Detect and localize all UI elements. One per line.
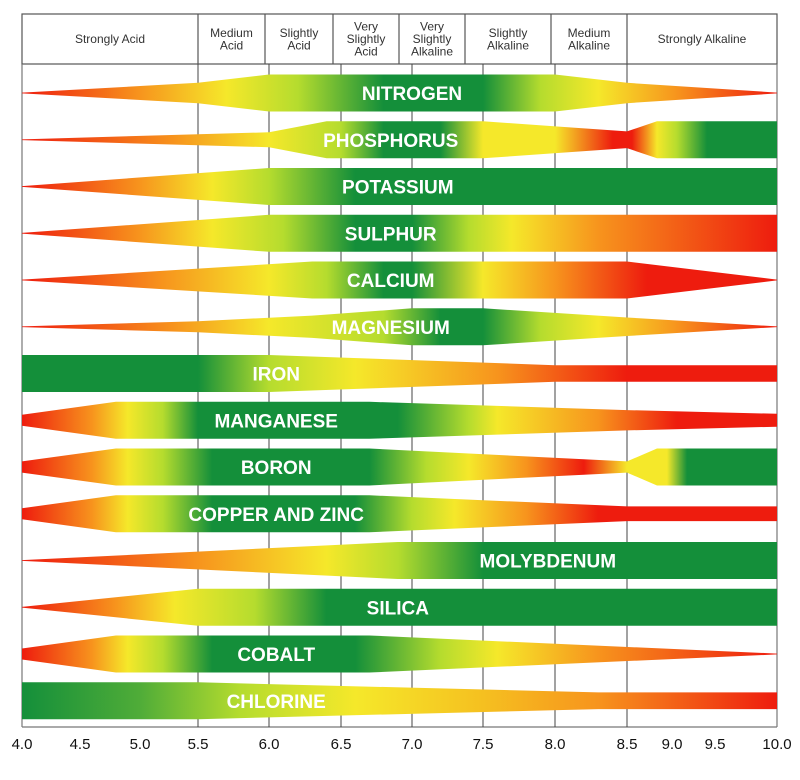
header-category-label: Slightly Alkaline	[487, 26, 529, 53]
x-tick-label: 10.0	[762, 736, 791, 753]
band-label: MANGANESE	[214, 411, 338, 432]
band-label: POTASSIUM	[342, 178, 454, 199]
header-category-label: Medium Acid	[210, 26, 253, 53]
band-calcium: CALCIUM	[22, 261, 777, 299]
band-magnesium: MAGNESIUM	[22, 308, 777, 346]
band-phosphorus: PHOSPHORUS	[22, 121, 777, 159]
band-label: MOLYBDENUM	[480, 552, 617, 573]
x-tick-label: 4.0	[12, 736, 33, 753]
band-shape	[22, 495, 777, 533]
band-shape	[22, 308, 777, 346]
band-manganese: MANGANESE	[22, 401, 777, 439]
band-label: COPPER AND ZINC	[188, 505, 364, 526]
band-molybdenum: MOLYBDENUM	[22, 542, 777, 579]
band-shape	[22, 448, 777, 486]
band-label: SILICA	[367, 598, 430, 619]
band-cobalt: COBALT	[22, 635, 777, 673]
band-shape	[22, 214, 777, 252]
header-category-label: Very Slightly Alkaline	[411, 20, 453, 59]
band-label: MAGNESIUM	[332, 318, 450, 339]
band-label: NITROGEN	[362, 84, 462, 105]
x-tick-label: 5.0	[130, 736, 151, 753]
band-label: SULPHUR	[345, 224, 437, 245]
band-sulphur: SULPHUR	[22, 214, 777, 252]
x-tick-label: 8.5	[617, 736, 638, 753]
band-shape	[22, 168, 777, 205]
band-shape	[22, 588, 777, 626]
band-label: BORON	[241, 458, 312, 479]
band-shape	[22, 682, 777, 720]
band-label: CALCIUM	[347, 271, 435, 292]
band-iron: IRON	[22, 355, 777, 392]
header-category-label: Strongly Acid	[75, 32, 145, 46]
x-tick-label: 8.0	[545, 736, 566, 753]
band-shape	[22, 401, 777, 439]
gridlines	[21, 64, 778, 728]
band-label: PHOSPHORUS	[323, 131, 458, 152]
ph-category-header: Strongly Acid Medium Acid Slightly Acid Very S…	[21, 13, 778, 65]
x-tick-label: 9.0	[662, 736, 683, 753]
band-shape	[22, 542, 777, 579]
header-category-label: Slightly Acid	[280, 26, 319, 53]
band-boron: BORON	[22, 448, 777, 486]
band-nitrogen: NITROGEN	[22, 74, 777, 112]
x-tick-label: 7.0	[402, 736, 423, 753]
band-shape	[22, 355, 777, 392]
header-category-label: Very Slightly Acid	[347, 20, 386, 59]
band-label: COBALT	[237, 645, 315, 666]
band-chlorine: CHLORINE	[22, 682, 777, 720]
band-shape	[22, 261, 777, 299]
x-tick-label: 6.5	[331, 736, 352, 753]
band-shape	[22, 74, 777, 112]
band-label: IRON	[252, 365, 300, 386]
band-copper-and-zinc: COPPER AND ZINC	[22, 495, 777, 533]
band-silica: SILICA	[22, 588, 777, 626]
band-potassium: POTASSIUM	[22, 168, 777, 205]
x-tick-label: 5.5	[188, 736, 209, 753]
x-tick-label: 4.5	[70, 736, 91, 753]
x-tick-label: 9.5	[705, 736, 726, 753]
nutrient-bands: NITROGEN PHOSPHORUS POTASSIUM SULPHUR CALCIU…	[22, 74, 777, 720]
header-category-label: Medium Alkaline	[568, 26, 611, 53]
band-shape	[22, 635, 777, 673]
x-axis: 4.0 4.5 5.0 5.5 6.0 6.5 7.0 7.5 8.0 8.5 9.0 9.5 10.0	[12, 736, 792, 753]
x-tick-label: 6.0	[259, 736, 280, 753]
band-label: CHLORINE	[227, 692, 326, 713]
band-shape	[22, 121, 777, 159]
x-tick-label: 7.5	[473, 736, 494, 753]
header-category-label: Strongly Alkaline	[658, 32, 747, 46]
